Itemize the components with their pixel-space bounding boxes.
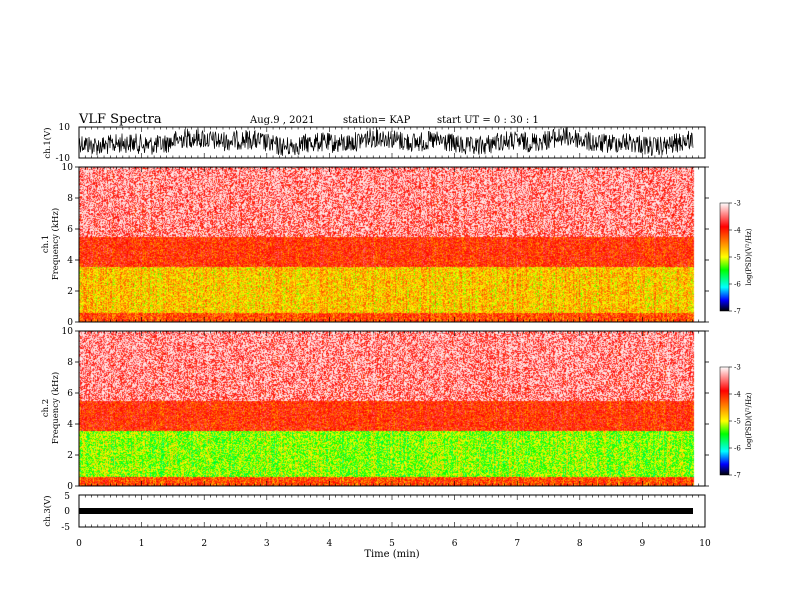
ch1-waveform-line <box>79 127 694 156</box>
ch2-spectrogram-panel: 0 2 4 6 8 10 ch.2 Frequency (kHz) <box>41 327 709 492</box>
time-tick-label: 6 <box>452 539 458 549</box>
spectrogram-raster <box>79 331 705 486</box>
colorbar-tick-label: -4 <box>734 227 741 235</box>
ch1-waveform-trace <box>79 127 694 156</box>
time-tick-label: 5 <box>389 539 395 549</box>
freq-tick-label: 8 <box>67 194 73 204</box>
time-tick-label: 10 <box>699 539 711 549</box>
spectrogram-raster <box>79 167 705 322</box>
freq-tick-label: 4 <box>67 256 73 266</box>
freq-tick-label: 2 <box>67 451 73 461</box>
station-label: station= KAP <box>343 115 411 126</box>
colorbar-tick-label: -6 <box>734 281 741 289</box>
colorbar-tick-label: -5 <box>734 254 741 262</box>
freq-tick-label: 10 <box>62 327 74 337</box>
ch1-colorbar-label: log(PSD)(V²/Hz) <box>745 228 753 285</box>
ch2-freq-ticks: 0 2 4 6 8 10 <box>62 327 709 492</box>
colorbar-tick-label: -6 <box>734 445 741 453</box>
start-time-label: start UT = 0 : 30 : 1 <box>437 115 539 126</box>
time-tick-label: 8 <box>577 539 583 549</box>
ch1-colorbar-ticks: -3 -4 -5 -6 -7 <box>729 200 741 316</box>
ch1-spectrogram-panel: 0 2 4 6 8 10 ch.1 Frequency (kHz) <box>41 163 709 328</box>
ch1-ytick-top: 10 <box>59 123 71 133</box>
colorbar-tick-label: -5 <box>734 418 741 426</box>
time-axis-label: Time (min) <box>364 549 419 560</box>
time-tick-label: 4 <box>327 539 333 549</box>
ch1-colorbar-gradient <box>719 202 730 312</box>
ch2-channel-label: ch.2 <box>41 399 51 417</box>
colorbar-tick-label: -3 <box>734 364 741 372</box>
ch1-spectrogram-image <box>79 167 705 322</box>
ch2-colorbar: -3 -4 -5 -6 -7 log(PSD)(V²/Hz) <box>719 364 753 480</box>
ch3-ytick-mid: 0 <box>64 507 70 517</box>
freq-tick-label: 4 <box>67 420 73 430</box>
ch1-waveform-ylabel: ch.1(V) <box>42 127 53 158</box>
freq-tick-label: 6 <box>67 389 73 399</box>
ch3-waveform-ylabel: ch.3(V) <box>42 495 53 526</box>
freq-tick-label: 6 <box>67 225 73 235</box>
ch2-frequency-label: Frequency (kHz) <box>50 372 61 444</box>
date-label: Aug.9 , 2021 <box>249 115 315 126</box>
time-tick-label: 2 <box>201 539 207 549</box>
freq-tick-label: 0 <box>67 318 73 328</box>
time-tick-label: 3 <box>264 539 270 549</box>
figure-title: VLF Spectra <box>78 112 162 127</box>
time-tick-label: 9 <box>640 539 646 549</box>
freq-tick-label: 10 <box>62 163 74 173</box>
freq-tick-label: 0 <box>67 482 73 492</box>
ch1-freq-ticks: 0 2 4 6 8 10 <box>62 163 709 328</box>
ch3-ytick-top: 5 <box>64 492 70 502</box>
time-axis-ticks: 0 1 2 3 4 5 6 7 8 9 10 <box>76 127 711 549</box>
time-tick-label: 1 <box>139 539 145 549</box>
ch3-waveform-trace <box>79 508 693 514</box>
colorbar-tick-label: -7 <box>734 308 741 316</box>
ch2-spectrogram-image <box>79 331 705 486</box>
ch1-ytick-bottom: -10 <box>56 154 71 164</box>
colorbar-tick-label: -3 <box>734 200 741 208</box>
ch2-colorbar-label: log(PSD)(V²/Hz) <box>745 392 753 449</box>
time-tick-label: 0 <box>76 539 82 549</box>
ch2-colorbar-gradient <box>719 366 730 476</box>
time-tick-label: 7 <box>514 539 520 549</box>
ch1-frequency-label: Frequency (kHz) <box>50 208 61 280</box>
colorbar-tick-label: -4 <box>734 391 741 399</box>
freq-tick-label: 2 <box>67 287 73 297</box>
ch3-ytick-bottom: -5 <box>61 523 70 533</box>
freq-tick-label: 8 <box>67 358 73 368</box>
ch1-colorbar: -3 -4 -5 -6 -7 log(PSD)(V²/Hz) <box>719 200 753 316</box>
colorbar-tick-label: -7 <box>734 472 741 480</box>
ch1-channel-label: ch.1 <box>41 235 51 253</box>
ch2-colorbar-ticks: -3 -4 -5 -6 -7 <box>729 364 741 480</box>
